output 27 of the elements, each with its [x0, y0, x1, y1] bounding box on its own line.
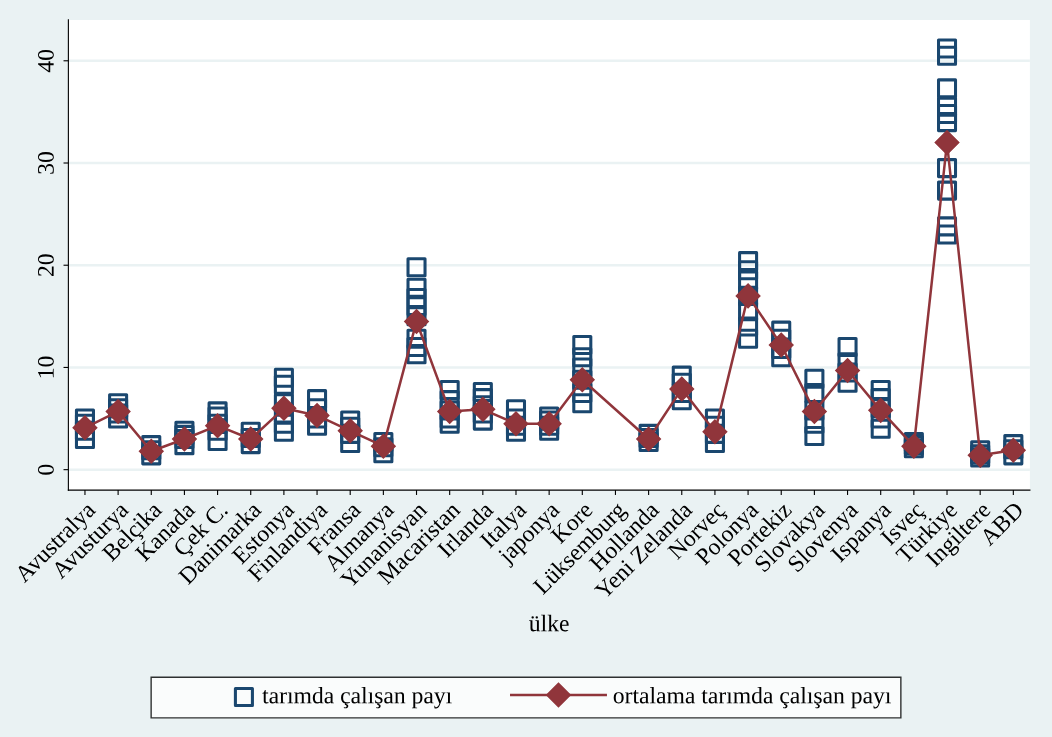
- point: [72, 415, 98, 441]
- point: [105, 398, 131, 424]
- x-axis-title: ülke: [529, 614, 569, 632]
- y-tick-label: 40: [37, 49, 54, 73]
- y-tick-label: 0: [37, 464, 54, 475]
- point: [503, 411, 529, 437]
- point: [205, 413, 231, 439]
- point: [636, 426, 662, 452]
- point: [669, 376, 695, 402]
- point: [768, 332, 794, 358]
- point: [271, 395, 297, 421]
- y-tick-label: 20: [37, 254, 54, 276]
- point: [835, 358, 861, 383]
- point: [404, 308, 429, 334]
- point: [702, 419, 728, 445]
- point: [536, 411, 562, 437]
- legend-label: ortalama tarımda çalışan payı: [613, 686, 891, 709]
- point: [868, 397, 894, 423]
- legend-label: tarımda çalışan payı: [262, 686, 452, 709]
- point: [470, 396, 496, 422]
- point: [337, 418, 363, 444]
- y-tick-label: 10: [37, 356, 54, 378]
- point: [238, 426, 264, 452]
- point: [370, 433, 396, 459]
- point: [934, 130, 960, 156]
- point: [304, 403, 330, 428]
- y-tick-label: 30: [37, 152, 54, 174]
